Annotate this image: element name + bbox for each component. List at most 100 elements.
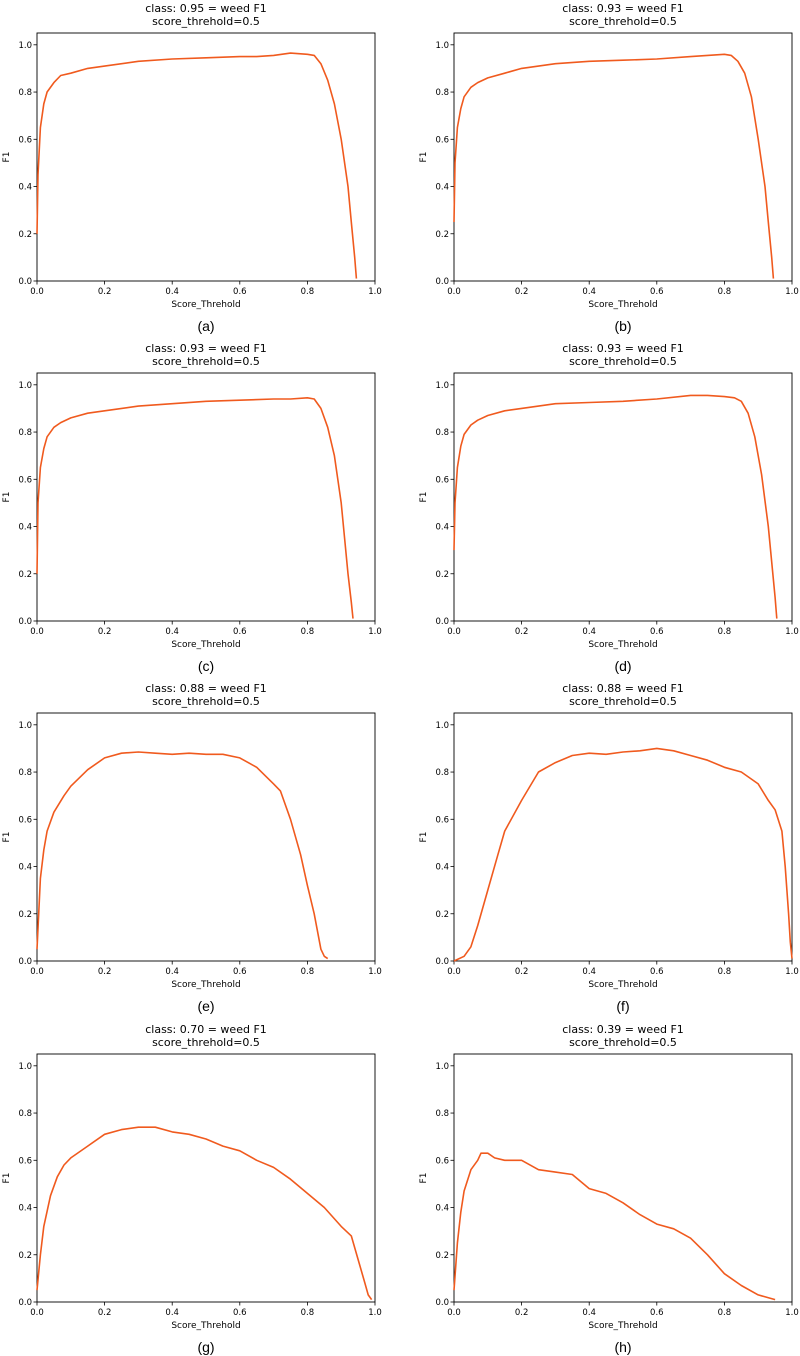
panel-label: (a): [197, 318, 214, 334]
x-tick-label: 0.0: [447, 1308, 461, 1318]
x-axis-label: Score_Threhold: [588, 1321, 657, 1331]
x-tick-label: 1.0: [785, 627, 799, 637]
y-tick-label: 0.4: [18, 1204, 32, 1214]
y-tick-label: 0.0: [18, 617, 32, 627]
x-tick-label: 0.0: [30, 1308, 44, 1318]
y-tick-label: 0.0: [435, 957, 449, 967]
x-axis-label: Score_Threhold: [588, 300, 657, 310]
x-tick-label: 1.0: [785, 287, 799, 297]
y-axis-label: F1: [419, 832, 429, 843]
y-tick-label: 0.0: [435, 277, 449, 287]
y-tick-label: 0.8: [435, 768, 449, 778]
x-tick-label: 0.6: [650, 967, 664, 977]
x-tick-label: 0.8: [301, 967, 315, 977]
y-tick-label: 1.0: [435, 41, 449, 51]
plot-frame: [453, 1053, 793, 1303]
y-tick-label: 0.6: [435, 1156, 449, 1166]
y-tick-label: 0.0: [435, 1298, 449, 1308]
x-tick-label: 0.8: [301, 1308, 315, 1318]
chart-subtitle: score_threhold=0.5: [569, 695, 677, 708]
y-axis-label: F1: [419, 152, 429, 163]
plot-frame: [453, 32, 793, 282]
series-line: [453, 1152, 776, 1301]
x-tick-label: 0.4: [165, 627, 179, 637]
y-tick-label: 0.8: [18, 88, 32, 98]
y-tick-label: 0.2: [18, 230, 32, 240]
x-tick-label: 0.8: [718, 287, 732, 297]
y-tick-label: 0.2: [18, 570, 32, 580]
x-tick-label: 0.2: [98, 627, 112, 637]
series-line: [453, 53, 775, 279]
panel-label: (c): [198, 658, 214, 674]
y-tick-label: 1.0: [435, 721, 449, 731]
y-tick-label: 0.2: [435, 910, 449, 920]
y-tick-label: 0.2: [435, 1251, 449, 1261]
plot-frame: [36, 32, 376, 282]
chart-subtitle: score_threhold=0.5: [152, 355, 260, 368]
chart-title: class: 0.93 = weed F1: [145, 342, 267, 355]
x-tick-label: 0.2: [98, 967, 112, 977]
y-tick-label: 0.2: [18, 1251, 32, 1261]
panel-label: (e): [197, 998, 214, 1014]
x-tick-label: 1.0: [785, 1308, 799, 1318]
x-tick-label: 0.4: [582, 1308, 596, 1318]
plot-frame: [36, 372, 376, 622]
chart-title: class: 0.95 = weed F1: [145, 2, 267, 15]
y-tick-label: 0.2: [435, 570, 449, 580]
series-line: [36, 397, 354, 619]
y-tick-label: 1.0: [18, 41, 32, 51]
x-tick-label: 0.0: [447, 967, 461, 977]
y-tick-label: 1.0: [18, 1062, 32, 1072]
y-tick-label: 0.8: [18, 428, 32, 438]
x-tick-label: 0.2: [515, 1308, 529, 1318]
x-tick-label: 0.4: [165, 967, 179, 977]
chart-title: class: 0.39 = weed F1: [562, 1023, 684, 1036]
chart-title: class: 0.88 = weed F1: [145, 682, 267, 695]
y-tick-label: 0.6: [18, 135, 32, 145]
y-tick-label: 0.6: [435, 815, 449, 825]
x-tick-label: 0.4: [582, 287, 596, 297]
x-axis-label: Score_Threhold: [171, 300, 240, 310]
y-tick-label: 1.0: [435, 1062, 449, 1072]
series-line: [36, 1126, 373, 1301]
panel-label: (g): [197, 1339, 214, 1355]
x-tick-label: 1.0: [368, 967, 382, 977]
y-tick-label: 0.8: [435, 88, 449, 98]
x-tick-label: 0.6: [233, 287, 247, 297]
y-tick-label: 0.0: [18, 277, 32, 287]
series-line: [453, 394, 778, 619]
y-tick-label: 0.8: [435, 428, 449, 438]
x-tick-label: 0.8: [718, 1308, 732, 1318]
y-tick-label: 0.4: [435, 523, 449, 533]
x-tick-label: 0.0: [30, 287, 44, 297]
series-line: [453, 747, 793, 962]
y-tick-label: 0.4: [435, 863, 449, 873]
series-line: [36, 52, 358, 279]
panel-label: (d): [614, 658, 631, 674]
chart-title: class: 0.88 = weed F1: [562, 682, 684, 695]
y-tick-label: 1.0: [18, 381, 32, 391]
x-tick-label: 0.0: [30, 967, 44, 977]
x-tick-label: 0.0: [447, 287, 461, 297]
y-tick-label: 0.4: [435, 1204, 449, 1214]
y-axis-label: F1: [2, 152, 12, 163]
y-tick-label: 1.0: [435, 381, 449, 391]
x-tick-label: 0.6: [233, 1308, 247, 1318]
series-line: [36, 751, 329, 960]
plot-frame: [453, 372, 793, 622]
y-tick-label: 0.6: [18, 815, 32, 825]
x-axis-label: Score_Threhold: [171, 640, 240, 650]
y-tick-label: 0.0: [18, 957, 32, 967]
y-tick-label: 0.6: [18, 1156, 32, 1166]
x-axis-label: Score_Threhold: [588, 980, 657, 990]
plot-frame: [36, 712, 376, 962]
y-axis-label: F1: [419, 1173, 429, 1184]
y-tick-label: 0.0: [435, 617, 449, 627]
x-tick-label: 0.2: [515, 287, 529, 297]
x-tick-label: 0.6: [650, 627, 664, 637]
x-axis-label: Score_Threhold: [588, 640, 657, 650]
